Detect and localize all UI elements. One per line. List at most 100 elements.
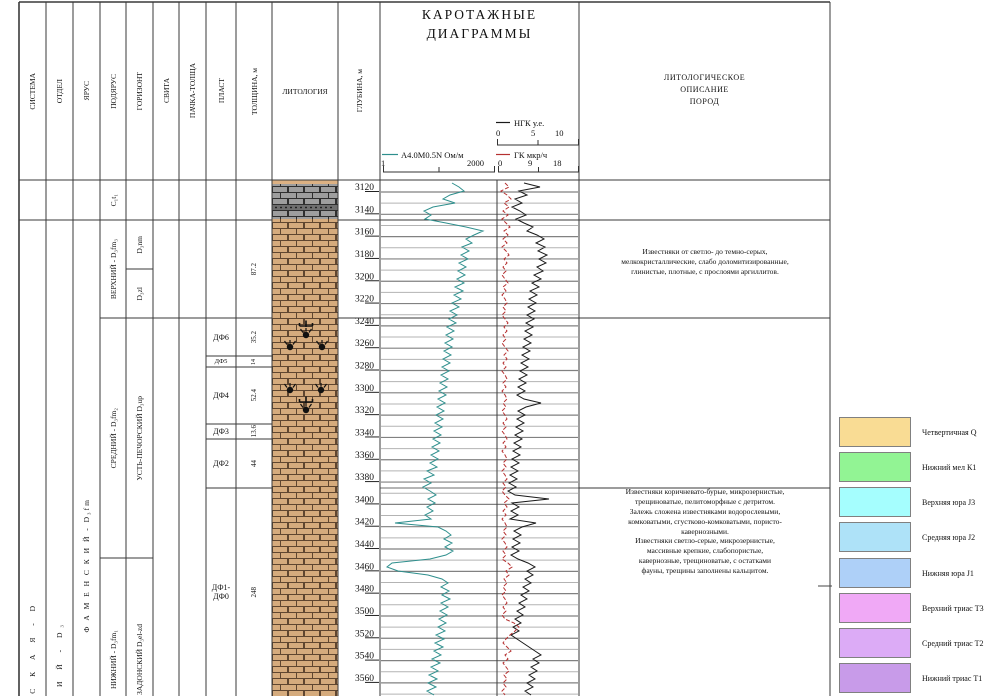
gk-tick-18: 18 [553,158,562,168]
lithology-interval [272,184,338,205]
cell-plast-ДФ4: ДФ4 [213,391,229,400]
cell-plast-ДФ2: ДФ2 [213,459,229,468]
lithology-interval [272,205,338,210]
depth-label: 3380 [355,473,374,483]
cell-thickness-empty [236,180,272,220]
depth-label: 3280 [355,362,374,372]
legend-swatch-7 [839,628,911,658]
lithology-interval [272,219,338,696]
lithology-description-upper: Известняки от светло- до темно-серых, ме… [621,247,789,276]
cell-plast-ДФ1-ДФ0: ДФ1-ДФ0 [211,583,231,601]
res-tick-2000: 2000 [467,158,484,168]
cell-horizon-ust-pechorsky: УСТЬ-ПЕЧОРСКИЙ D₃up [135,395,144,481]
cell-otdel-upper: В Е Р Х Н И Й - D₃ [55,619,64,696]
column-header-5: СВИТА [161,78,171,104]
cell-substage-upper: ВЕРХНИЙ - D₃fm₃ [108,238,118,300]
cell-c1t1: C₁t₁ [108,193,118,207]
cell-system-devonian: Д Е В О Н С К А Я - D [28,601,37,696]
column-header-8: ТОЛЩИНА, м [249,67,259,115]
depth-label: 3360 [355,451,374,461]
legend-label-6: Верхний триас Т3 [922,604,984,613]
column-header-4: ГОРИЗОНТ [135,71,144,111]
cell-plast-empty [206,220,236,318]
description-column-title: ЛИТОЛОГИЧЕСКОЕ ОПИСАНИЕ ПОРОД [663,73,746,106]
depth-label: 3240 [355,317,374,327]
log-curve-ГК [500,182,520,696]
cell-thickness-13.6: 13.6 [250,425,258,438]
cell-plast-ДФ5: ДФ5 [214,358,228,365]
cell-thickness-87.2: 87.2 [250,262,258,276]
cell-horizon-eletsky-zadonsky: ЕЛЕЦКИЙ - ЗАДОНСКИЙ D₃el-zd [135,623,144,696]
oil-show-icon [284,383,296,394]
oil-show-icon [315,383,327,394]
gk-tick-9: 9 [528,158,533,168]
column-header-0: СИСТЕМА [28,72,37,110]
oil-show-icon [316,340,328,351]
ngk-tick-5: 5 [531,128,536,138]
column-header-2: ЯРУС [82,81,91,101]
cell-thickness-14: 14 [251,358,257,365]
log-curve-НГК [506,182,550,696]
legend-swatch-2 [839,452,911,482]
depth-label: 3320 [355,406,374,416]
cell-plast-empty [206,180,236,220]
lithology-column [272,180,338,696]
oil-show-icon [284,340,296,351]
legend-swatch-3 [839,487,911,517]
cell-plast-ДФ6: ДФ6 [213,332,229,342]
legend-label-7: Средний триас Т2 [922,639,984,648]
chart-title: КАРОТАЖНЫЕ ДИАГРАММЫ [421,7,538,41]
legend-label-8: Нижний триас Т1 [922,674,983,683]
depth-label: 3400 [355,495,374,505]
cell-thickness-248: 248 [250,586,258,598]
depth-label: 3260 [355,339,374,349]
gk-scale-label: ГК мкр/ч [514,150,548,160]
cell-plast-ДФ3: ДФ3 [213,427,229,436]
column-header-3: ПОДЯРУС [108,73,118,109]
lithology-description-lower: Известняки коричневато-бурые, микрозерни… [625,487,785,576]
depth-label: 3460 [355,562,374,572]
depth-label: 3520 [355,629,374,639]
cell-thickness-52.4: 52.4 [250,389,258,402]
depth-label: 3160 [355,228,374,238]
depth-label: 3500 [355,607,374,617]
log-curve-А4.0М0.5N [385,182,485,696]
depth-axis-labels: 3120 3140 3160 3180 3200 3220 3240 3260 3280 3300… [355,183,379,684]
legend-label-4: Средняя юра J2 [922,533,976,542]
cell-horizon-zl: D₃zl [135,286,144,301]
legend-swatch-8 [839,663,911,693]
depth-label: 3120 [355,183,374,193]
depth-label: 3480 [355,585,374,595]
depth-label: 3540 [355,652,374,662]
table-grid [18,1,831,696]
depth-label: 3340 [355,428,374,438]
cell-thickness-35.2: 35.2 [250,330,258,344]
ngk-tick-0: 0 [496,128,501,138]
legend-label-3: Верхняя юра J3 [922,498,976,507]
resistivity-scale-label: А4.0М0.5N Ом/м [401,150,464,160]
legend-swatch-5 [839,558,911,588]
lithology-interval [272,180,338,184]
oil-show-icon [300,328,312,339]
ngk-scale-label: НГК у.е. [514,118,545,128]
res-tick-1: 1 [381,158,386,168]
oil-show-icon [300,403,312,414]
cell-substage-lower: НИЖНИЙ - D₃fm₁ [108,630,118,690]
depth-label: 3180 [355,250,374,260]
column-header-6: ПАЧКА-ТОЛЩА [188,63,197,119]
column-header-10: ГЛУБИНА, м [354,69,364,113]
cell-thickness-44: 44 [250,460,258,467]
depth-label: 3200 [355,272,374,282]
legend-swatch-6 [839,593,911,623]
oil-show-icon [298,396,314,403]
depth-label: 3420 [355,518,374,528]
depth-label: 3220 [355,295,374,305]
depth-gridlines [381,191,578,695]
legend-label-5: Нижняя юра J1 [922,569,974,578]
scale-brackets [382,121,579,173]
depth-label: 3560 [355,674,374,684]
legend-swatch-1 [839,417,911,447]
legend-label-2: Нижний мел К1 [922,463,977,472]
